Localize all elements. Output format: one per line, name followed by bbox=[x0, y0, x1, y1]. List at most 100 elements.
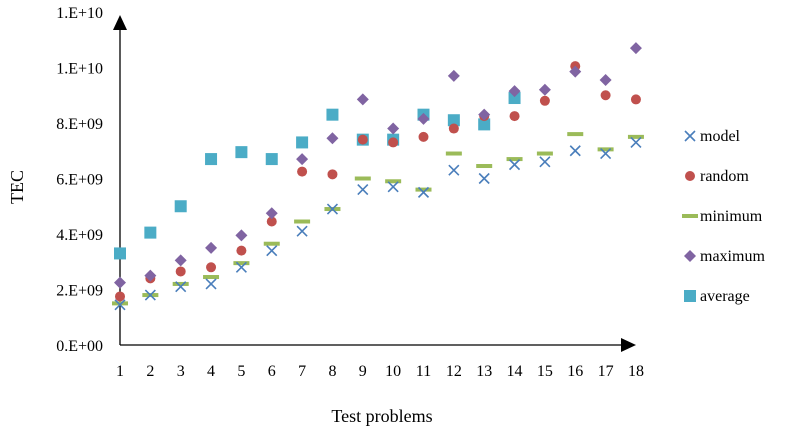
x-tick-label: 15 bbox=[537, 363, 553, 380]
y-tick-label: 8.E+09 bbox=[56, 116, 103, 133]
point-maximum bbox=[205, 241, 218, 254]
x-axis-arrow bbox=[621, 338, 636, 352]
point-model bbox=[326, 203, 339, 215]
point-random bbox=[266, 216, 277, 227]
point-minimum bbox=[172, 281, 189, 286]
y-tick-label: 4.E+09 bbox=[56, 227, 103, 244]
point-model bbox=[539, 156, 551, 168]
x-tick-labels: 1 2 3 4 5 6 7 8 9 10 11 12 13 14 15 16 17 18 bbox=[116, 363, 644, 380]
point-model bbox=[357, 184, 369, 196]
point-average bbox=[326, 108, 339, 121]
point-model bbox=[144, 289, 156, 301]
point-model bbox=[478, 172, 490, 185]
x-tick-label: 10 bbox=[385, 363, 401, 380]
point-maximum bbox=[114, 276, 126, 289]
point-random bbox=[600, 90, 611, 101]
point-random bbox=[509, 111, 520, 122]
x-tick-label: 11 bbox=[416, 363, 431, 380]
point-random bbox=[327, 169, 338, 180]
point-random bbox=[115, 291, 125, 302]
legend-label-random: random bbox=[700, 168, 749, 185]
point-maximum bbox=[447, 69, 460, 82]
point-average bbox=[296, 136, 309, 149]
point-random bbox=[175, 266, 186, 277]
x-tick-label: 7 bbox=[298, 363, 306, 380]
point-model bbox=[296, 225, 308, 237]
point-minimum bbox=[385, 179, 402, 184]
point-minimum bbox=[536, 151, 553, 156]
point-model bbox=[175, 281, 187, 293]
x-tick-label: 8 bbox=[328, 363, 336, 380]
point-minimum bbox=[476, 164, 493, 169]
x-tick-label: 16 bbox=[567, 363, 583, 380]
point-maximum bbox=[538, 83, 551, 96]
point-maximum bbox=[569, 65, 582, 78]
point-maximum bbox=[417, 112, 430, 125]
point-minimum bbox=[263, 241, 280, 246]
x-tick-label: 5 bbox=[237, 363, 245, 380]
point-average bbox=[235, 146, 248, 159]
x-tick-label: 3 bbox=[177, 363, 185, 380]
point-model bbox=[417, 186, 430, 198]
y-tick-labels: 0.E+00 2.E+09 4.E+09 6.E+09 8.E+09 1.E+10 1.E+… bbox=[56, 5, 103, 355]
point-maximum bbox=[508, 85, 521, 98]
point-minimum bbox=[294, 219, 311, 224]
legend-marker-random bbox=[685, 171, 695, 181]
point-minimum bbox=[233, 261, 250, 266]
point-model bbox=[266, 245, 278, 257]
point-random bbox=[297, 166, 308, 177]
point-minimum bbox=[445, 151, 462, 156]
point-model bbox=[448, 164, 460, 176]
point-maximum bbox=[265, 207, 278, 220]
point-random bbox=[630, 94, 641, 105]
point-model bbox=[235, 261, 247, 273]
point-random bbox=[357, 134, 368, 145]
point-average bbox=[508, 92, 521, 105]
point-minimum bbox=[415, 187, 432, 192]
point-maximum bbox=[144, 269, 157, 282]
x-tick-label: 12 bbox=[446, 363, 462, 380]
point-minimum bbox=[112, 301, 128, 306]
point-maximum bbox=[629, 42, 642, 55]
point-maximum bbox=[356, 93, 369, 106]
point-average bbox=[265, 153, 278, 166]
legend-marker-minimum bbox=[682, 214, 698, 218]
x-tick-label: 9 bbox=[359, 363, 367, 380]
point-model bbox=[600, 147, 612, 160]
point-model bbox=[205, 278, 217, 290]
y-axis-title: TEC bbox=[7, 170, 27, 204]
point-random bbox=[388, 137, 399, 148]
y-tick-label: 1.E+10 bbox=[56, 5, 103, 22]
point-average bbox=[447, 114, 460, 127]
legend-marker-maximum bbox=[684, 250, 696, 262]
x-tick-label: 14 bbox=[507, 363, 523, 380]
legend-marker-average bbox=[684, 290, 696, 302]
point-maximum bbox=[296, 153, 309, 166]
x-tick-label: 13 bbox=[476, 363, 492, 380]
x-tick-label: 4 bbox=[207, 363, 215, 380]
y-tick-label: 6.E+09 bbox=[56, 172, 103, 189]
legend-label-minimum: minimum bbox=[700, 208, 763, 225]
axes bbox=[113, 15, 636, 352]
point-random bbox=[236, 245, 247, 256]
legend-marker-model bbox=[684, 130, 696, 142]
legend-label-model: model bbox=[700, 128, 741, 145]
point-average bbox=[205, 153, 218, 166]
point-average bbox=[144, 226, 157, 239]
x-tick-label: 18 bbox=[628, 363, 644, 380]
point-minimum bbox=[506, 157, 523, 162]
point-average bbox=[174, 200, 187, 213]
data-marks bbox=[112, 42, 644, 311]
y-tick-label: 2.E+09 bbox=[56, 283, 103, 300]
point-maximum bbox=[599, 73, 612, 86]
x-tick-label: 1 bbox=[116, 363, 124, 380]
x-tick-label: 6 bbox=[268, 363, 276, 380]
point-random bbox=[539, 95, 550, 106]
point-model bbox=[387, 181, 399, 193]
point-model bbox=[508, 159, 521, 171]
point-maximum bbox=[387, 122, 400, 135]
x-tick-label: 2 bbox=[146, 363, 154, 380]
y-tick-label: 0.E+00 bbox=[56, 338, 103, 355]
point-average bbox=[478, 118, 491, 131]
